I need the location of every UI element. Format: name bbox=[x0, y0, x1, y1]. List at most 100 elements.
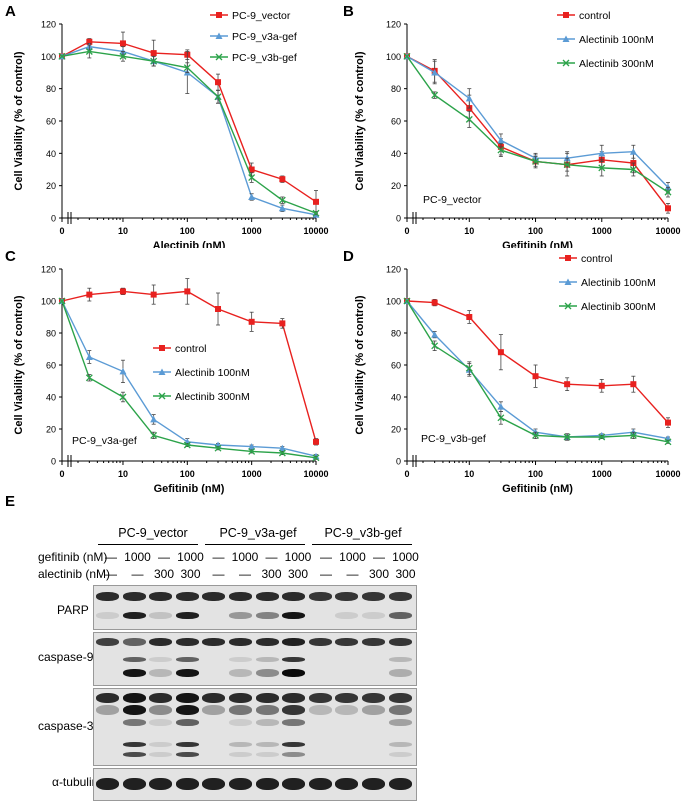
c3-band-2-7 bbox=[256, 719, 279, 726]
parp-band-1-8 bbox=[282, 612, 305, 619]
y-tick-label-d-0: 0 bbox=[396, 457, 401, 467]
parp-band-1-4 bbox=[176, 612, 199, 619]
data-point-c-0-4 bbox=[184, 288, 190, 294]
c3-band-4-8 bbox=[282, 752, 305, 757]
c9-band-2-6 bbox=[229, 669, 252, 677]
c9-band-0-1 bbox=[96, 638, 119, 646]
legend-label-a-0: PC-9_vector bbox=[232, 10, 291, 22]
c3-band-2-12 bbox=[389, 719, 412, 726]
c3-band-4-6 bbox=[229, 752, 252, 757]
parp-band-1-3 bbox=[149, 612, 172, 619]
c3-band-2-3 bbox=[149, 719, 172, 726]
gefitinib-dose-lane-4: 1000 bbox=[177, 550, 205, 564]
tub-band-0-8 bbox=[282, 778, 305, 790]
c3-band-1-7 bbox=[256, 705, 279, 715]
c9-band-0-4 bbox=[176, 638, 199, 646]
y-tick-label-a-6: 120 bbox=[41, 20, 56, 30]
legend-label-c-1: Alectinib 100nM bbox=[175, 367, 250, 379]
y-tick-label-c-1: 20 bbox=[46, 425, 56, 435]
c3-band-0-3 bbox=[149, 693, 172, 703]
y-tick-label-c-5: 100 bbox=[41, 297, 56, 307]
y-tick-label-b-0: 0 bbox=[396, 214, 401, 224]
group-label-v3a: PC-9_v3a-gef bbox=[205, 526, 311, 540]
y-axis-title-d: Cell Viability (% of control) bbox=[354, 295, 366, 434]
gefitinib-dose-lane-10: 1000 bbox=[339, 550, 367, 564]
c9-band-1-3 bbox=[149, 657, 172, 662]
tub-band-0-6 bbox=[229, 778, 252, 790]
legend-label-d-0: control bbox=[581, 253, 613, 265]
protein-label-tubulin: α-tubulin bbox=[52, 775, 98, 789]
data-point-c-1-1 bbox=[86, 354, 93, 361]
parp-band-0-8 bbox=[282, 592, 305, 601]
parp-band-0-7 bbox=[256, 592, 279, 601]
blot-image-tubulin bbox=[93, 768, 417, 801]
c3-band-0-12 bbox=[389, 693, 412, 703]
y-tick-label-d-1: 20 bbox=[391, 425, 401, 435]
c3-band-1-8 bbox=[282, 705, 305, 715]
c9-band-2-3 bbox=[149, 669, 172, 677]
c3-band-3-3 bbox=[149, 742, 172, 747]
c3-band-3-4 bbox=[176, 742, 199, 747]
series-line-b-2 bbox=[407, 56, 668, 192]
c3-band-1-2 bbox=[123, 705, 146, 715]
x-tick-label-d-2: 100 bbox=[528, 469, 543, 479]
y-tick-label-d-5: 100 bbox=[386, 297, 401, 307]
c3-band-4-3 bbox=[149, 752, 172, 757]
parp-band-0-2 bbox=[123, 592, 146, 601]
series-line-a-1 bbox=[62, 47, 316, 215]
chart-panel-a: 0204060801001200 10 100 1000 10000Alectinib … bbox=[0, 0, 341, 248]
data-point-d-0-1 bbox=[432, 300, 438, 306]
parp-band-1-11 bbox=[362, 612, 385, 619]
y-axis-title-a: Cell Viability (% of control) bbox=[13, 51, 25, 190]
alectinib-dose-lane-1: — bbox=[97, 567, 125, 581]
gefitinib-dose-lane-5: — bbox=[205, 550, 233, 564]
y-tick-label-a-2: 40 bbox=[46, 149, 56, 159]
c9-band-1-4 bbox=[176, 657, 199, 662]
chart-panel-d: 0204060801001200 10 100 1000 10000Gefitinib … bbox=[341, 248, 682, 496]
legend-label-d-2: Alectinib 300nM bbox=[581, 301, 656, 313]
c3-band-0-8 bbox=[282, 693, 305, 703]
c9-band-2-12 bbox=[389, 669, 412, 677]
x-tick-label-b-0: 0 bbox=[404, 226, 409, 236]
tub-band-0-11 bbox=[362, 778, 385, 790]
x-tick-label-c-4: 10000 bbox=[303, 469, 328, 479]
series-line-d-0 bbox=[407, 301, 668, 423]
c3-band-1-6 bbox=[229, 705, 252, 715]
data-point-d-0-2 bbox=[466, 314, 472, 320]
c3-band-4-7 bbox=[256, 752, 279, 757]
parp-band-0-3 bbox=[149, 592, 172, 601]
c3-band-1-5 bbox=[202, 705, 225, 715]
blot-image-caspase9 bbox=[93, 632, 417, 686]
x-tick-label-b-1: 10 bbox=[464, 226, 474, 236]
blot-image-parp bbox=[93, 585, 417, 630]
legend-marker-c-0 bbox=[159, 345, 165, 351]
c3-band-1-4 bbox=[176, 705, 199, 715]
x-axis-title-c: Gefitinib (nM) bbox=[154, 483, 225, 495]
c9-band-0-6 bbox=[229, 638, 252, 646]
x-tick-label-c-0: 0 bbox=[59, 469, 64, 479]
c3-band-3-2 bbox=[123, 742, 146, 747]
protein-label-caspase9: caspase-9 bbox=[38, 650, 93, 664]
gefitinib-dose-lane-1: — bbox=[97, 550, 125, 564]
western-blot-panel: PC-9_vector PC-9_v3a-gef PC-9_v3b-gef ge… bbox=[0, 500, 682, 803]
y-tick-label-b-2: 40 bbox=[391, 149, 401, 159]
y-tick-label-c-3: 60 bbox=[46, 361, 56, 371]
c9-band-0-2 bbox=[123, 638, 146, 646]
data-point-a-0-7 bbox=[279, 176, 285, 182]
parp-band-0-6 bbox=[229, 592, 252, 601]
protein-label-parp: PARP bbox=[57, 603, 89, 617]
y-tick-label-d-4: 80 bbox=[391, 329, 401, 339]
y-tick-label-b-1: 20 bbox=[391, 181, 401, 191]
legend-marker-b-0 bbox=[563, 12, 569, 18]
c3-band-3-6 bbox=[229, 742, 252, 747]
tub-band-0-9 bbox=[309, 778, 332, 790]
x-tick-label-d-4: 10000 bbox=[655, 469, 680, 479]
gefitinib-dose-lane-8: 1000 bbox=[284, 550, 312, 564]
c3-band-4-12 bbox=[389, 752, 412, 757]
c9-band-2-7 bbox=[256, 669, 279, 677]
legend-label-a-2: PC-9_v3b-gef bbox=[232, 52, 297, 64]
alectinib-dose-lane-10: — bbox=[339, 567, 367, 581]
c9-band-0-7 bbox=[256, 638, 279, 646]
c3-band-0-9 bbox=[309, 693, 332, 703]
data-point-d-0-4 bbox=[533, 373, 539, 379]
